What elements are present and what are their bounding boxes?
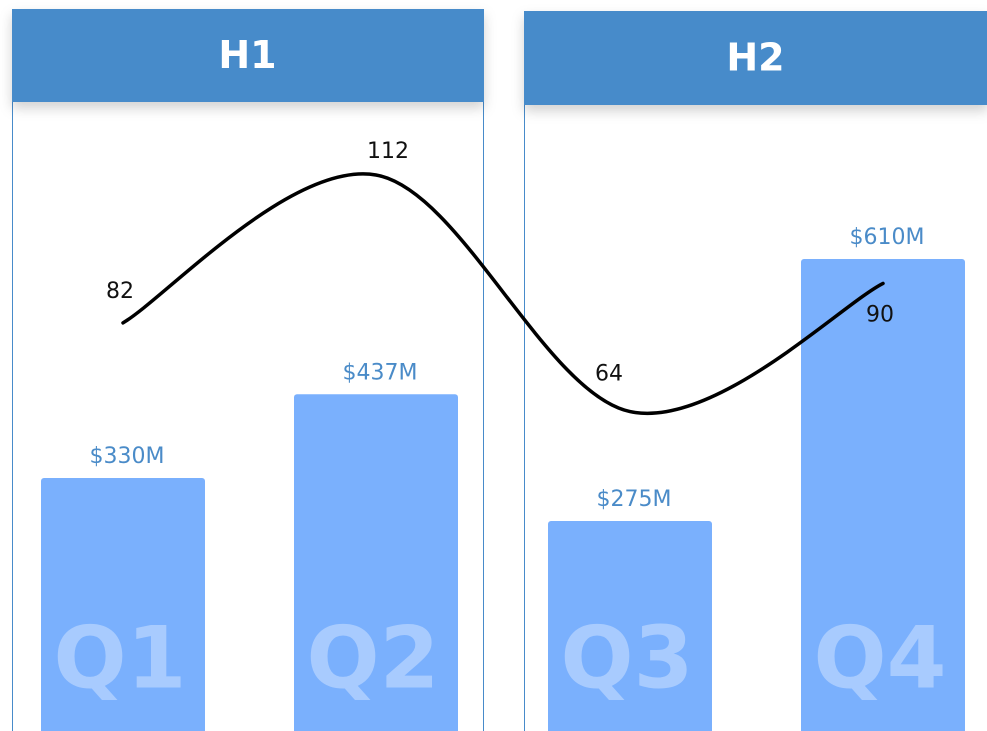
panel-header (524, 11, 987, 105)
line-value-label: 64 (595, 362, 623, 387)
line (121, 172, 885, 416)
bar-value-label: $275M (597, 487, 672, 512)
bar (41, 477, 205, 731)
panel-title: H2 (726, 36, 784, 80)
category-label: Q2 (307, 608, 440, 708)
bar (548, 520, 712, 731)
line-value-label: 90 (866, 302, 894, 327)
bar (294, 394, 458, 731)
line-value-label: 82 (106, 279, 134, 304)
panel-title: H1 (218, 33, 276, 77)
category-label: Q3 (561, 608, 694, 708)
bar-value-label: $330M (90, 444, 165, 469)
category-label: Q4 (814, 608, 947, 708)
bar-value-label: $610M (850, 225, 925, 250)
bar (801, 259, 965, 731)
bar-value-label: $437M (343, 360, 418, 385)
category-label: Q1 (54, 608, 187, 708)
panel-header (12, 9, 484, 102)
line-value-label: 112 (367, 139, 409, 164)
